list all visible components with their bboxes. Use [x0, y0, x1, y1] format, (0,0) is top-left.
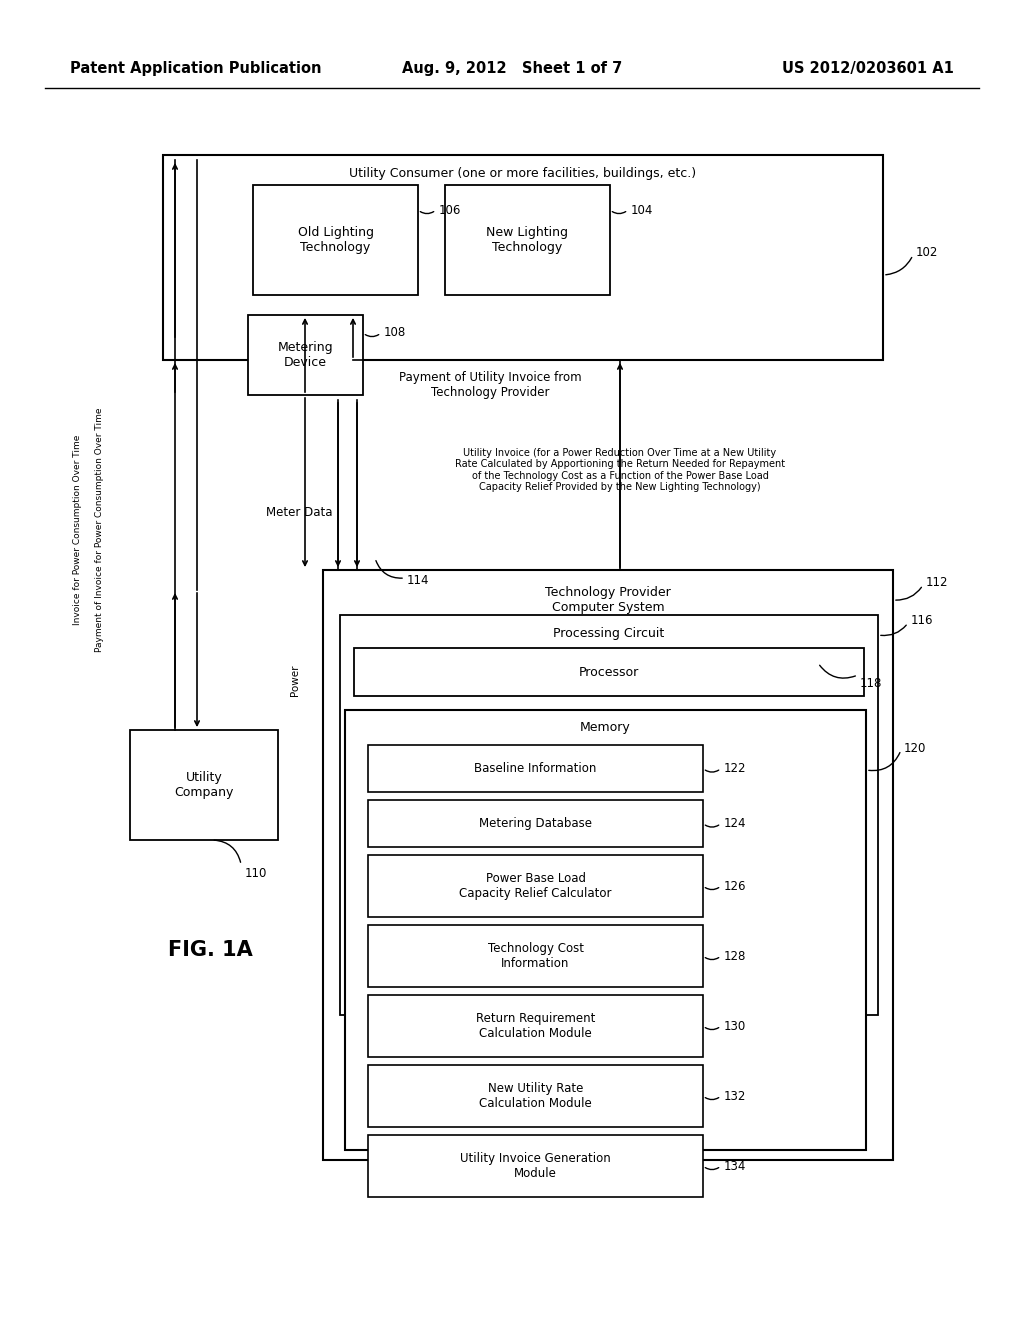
Text: 118: 118	[860, 677, 883, 690]
Text: 128: 128	[724, 949, 746, 962]
Text: 116: 116	[911, 615, 934, 627]
Text: Metering
Device: Metering Device	[278, 341, 334, 370]
Text: Processing Circuit: Processing Circuit	[553, 627, 665, 639]
Bar	[368, 925, 703, 987]
Text: Power Base Load
Capacity Relief Calculator: Power Base Load Capacity Relief Calculat…	[459, 873, 611, 900]
Text: US 2012/0203601 A1: US 2012/0203601 A1	[782, 61, 954, 75]
Bar	[354, 648, 864, 696]
Text: 112: 112	[926, 577, 948, 590]
Bar	[248, 315, 362, 395]
Text: Processor: Processor	[579, 665, 639, 678]
Bar	[368, 855, 703, 917]
Text: Utility
Company: Utility Company	[174, 771, 233, 799]
Text: Memory: Memory	[581, 722, 631, 734]
Bar	[130, 730, 278, 840]
Bar	[253, 185, 418, 294]
Text: Patent Application Publication: Patent Application Publication	[70, 61, 322, 75]
Text: New Utility Rate
Calculation Module: New Utility Rate Calculation Module	[479, 1082, 592, 1110]
Text: 130: 130	[724, 1019, 746, 1032]
Text: 126: 126	[724, 879, 746, 892]
Text: Metering Database: Metering Database	[479, 817, 592, 830]
Text: 114: 114	[407, 573, 429, 586]
Bar	[368, 1065, 703, 1127]
Bar	[368, 800, 703, 847]
Text: 122: 122	[724, 762, 746, 775]
Text: Payment of Utility Invoice from
Technology Provider: Payment of Utility Invoice from Technolo…	[398, 371, 582, 399]
Text: 134: 134	[724, 1159, 746, 1172]
Text: Invoice for Power Consumption Over Time: Invoice for Power Consumption Over Time	[73, 434, 82, 626]
Text: Utility Invoice Generation
Module: Utility Invoice Generation Module	[460, 1152, 611, 1180]
Text: 108: 108	[384, 326, 407, 339]
Text: 106: 106	[439, 203, 462, 216]
Text: 110: 110	[244, 867, 266, 880]
Text: Power: Power	[290, 664, 300, 696]
Bar	[340, 615, 878, 1015]
Text: 132: 132	[724, 1089, 746, 1102]
Bar	[163, 154, 883, 360]
Text: Meter Data: Meter Data	[266, 507, 333, 520]
Text: Technology Provider
Computer System: Technology Provider Computer System	[545, 586, 671, 614]
Bar	[368, 744, 703, 792]
Text: Old Lighting
Technology: Old Lighting Technology	[298, 226, 374, 253]
Text: Aug. 9, 2012   Sheet 1 of 7: Aug. 9, 2012 Sheet 1 of 7	[401, 61, 623, 75]
Text: 102: 102	[916, 247, 938, 260]
Bar	[368, 1135, 703, 1197]
Text: FIG. 1A: FIG. 1A	[168, 940, 252, 960]
Text: Utility Consumer (one or more facilities, buildings, etc.): Utility Consumer (one or more facilities…	[349, 166, 696, 180]
Text: Baseline Information: Baseline Information	[474, 762, 597, 775]
Text: 120: 120	[904, 742, 927, 755]
Bar	[345, 710, 866, 1150]
Bar	[368, 995, 703, 1057]
Text: Utility Invoice (for a Power Reduction Over Time at a New Utility
Rate Calculate: Utility Invoice (for a Power Reduction O…	[455, 447, 785, 492]
Text: Payment of Invoice for Power Consumption Over Time: Payment of Invoice for Power Consumption…	[95, 408, 104, 652]
Text: Return Requirement
Calculation Module: Return Requirement Calculation Module	[476, 1012, 595, 1040]
Text: 104: 104	[631, 203, 653, 216]
Text: Technology Cost
Information: Technology Cost Information	[487, 942, 584, 970]
Text: 124: 124	[724, 817, 746, 830]
Bar	[445, 185, 610, 294]
Bar	[323, 570, 893, 1160]
Text: New Lighting
Technology: New Lighting Technology	[486, 226, 568, 253]
